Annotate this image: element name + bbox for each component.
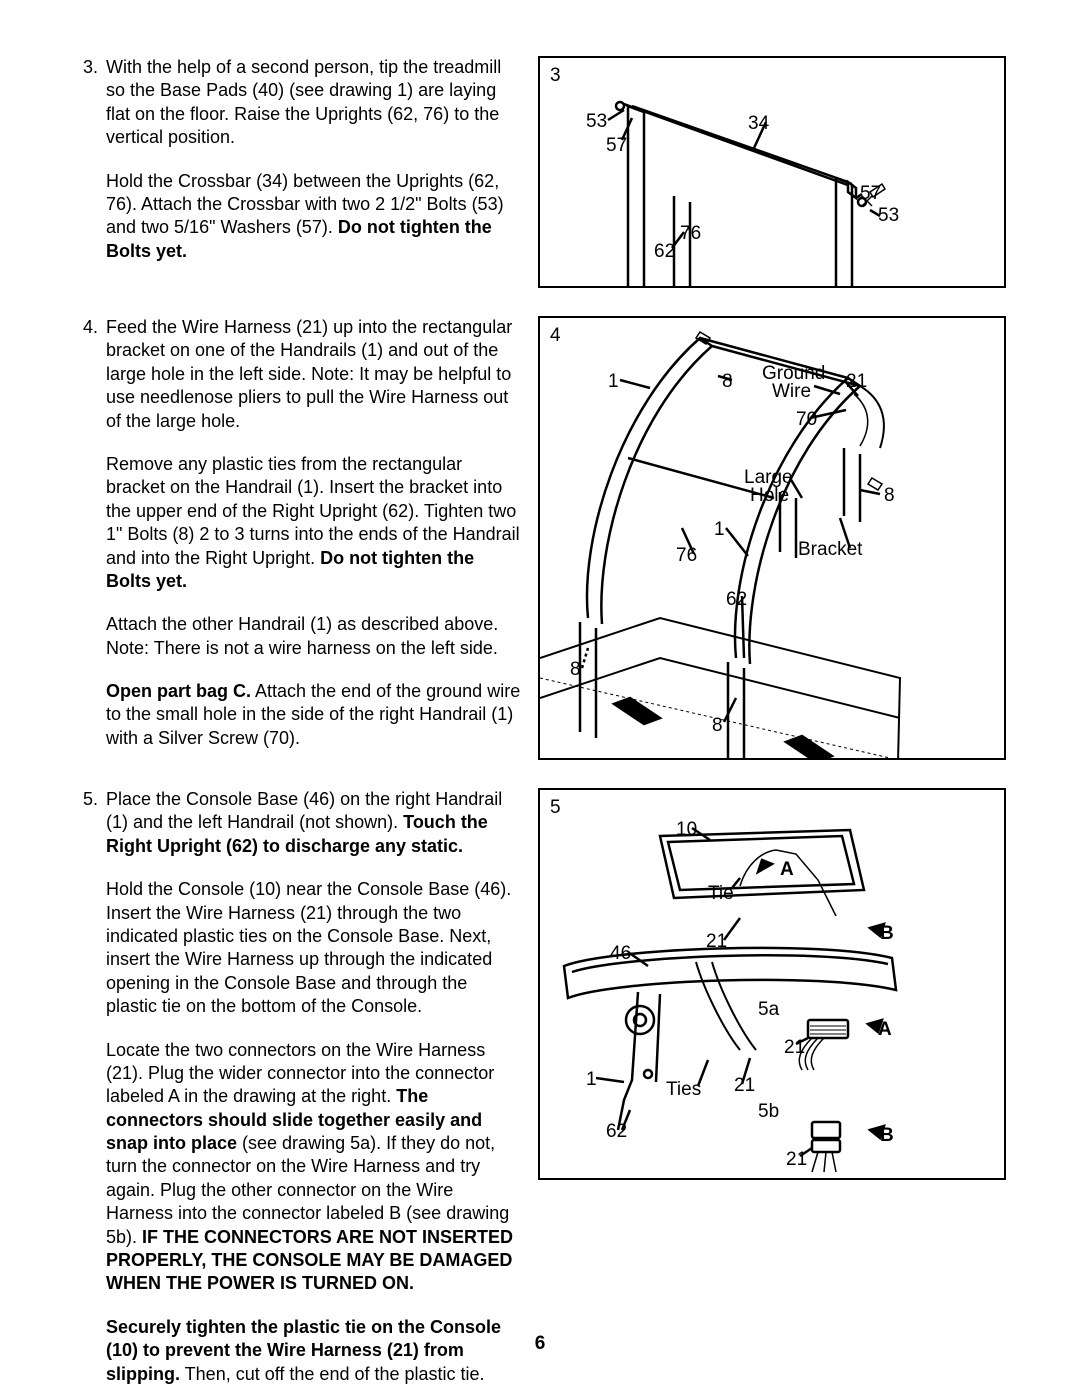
figure-id: 5 [550, 796, 561, 821]
figure-id: 3 [550, 64, 561, 89]
para: Place the Console Base (46) on the right… [106, 788, 522, 858]
page-number: 6 [535, 1332, 546, 1357]
para: Remove any plastic ties from the rectang… [106, 453, 522, 593]
step-5-row: 5. Place the Console Base (46) on the ri… [78, 788, 1040, 1386]
figure-id: 4 [550, 324, 561, 349]
step-body: Place the Console Base (46) on the right… [106, 788, 522, 1386]
step-4-text: 4. Feed the Wire Harness (21) up into th… [78, 316, 522, 760]
figure-3-svg [540, 58, 1006, 288]
figure-3: 3 [538, 56, 1006, 288]
step-4-row: 4. Feed the Wire Harness (21) up into th… [78, 316, 1040, 760]
para: Locate the two connectors on the Wire Ha… [106, 1039, 522, 1296]
step-number: 5. [78, 788, 98, 1386]
step-body: Feed the Wire Harness (21) up into the r… [106, 316, 522, 760]
para: With the help of a second person, tip th… [106, 56, 522, 150]
step-3-row: 3. With the help of a second person, tip… [78, 56, 1040, 288]
figure-5: 5 [538, 788, 1006, 1180]
step-5-text: 5. Place the Console Base (46) on the ri… [78, 788, 522, 1386]
para: Hold the Crossbar (34) between the Uprig… [106, 170, 522, 264]
para: Open part bag C. Attach the end of the g… [106, 680, 522, 750]
step-3-text: 3. With the help of a second person, tip… [78, 56, 522, 288]
para: Hold the Console (10) near the Console B… [106, 878, 522, 1018]
step-number: 4. [78, 316, 98, 760]
para: Feed the Wire Harness (21) up into the r… [106, 316, 522, 433]
para: Attach the other Handrail (1) as describ… [106, 613, 522, 660]
para: Securely tighten the plastic tie on the … [106, 1316, 522, 1386]
step-number: 3. [78, 56, 98, 288]
step-body: With the help of a second person, tip th… [106, 56, 522, 288]
figure-4: 4 [538, 316, 1006, 760]
